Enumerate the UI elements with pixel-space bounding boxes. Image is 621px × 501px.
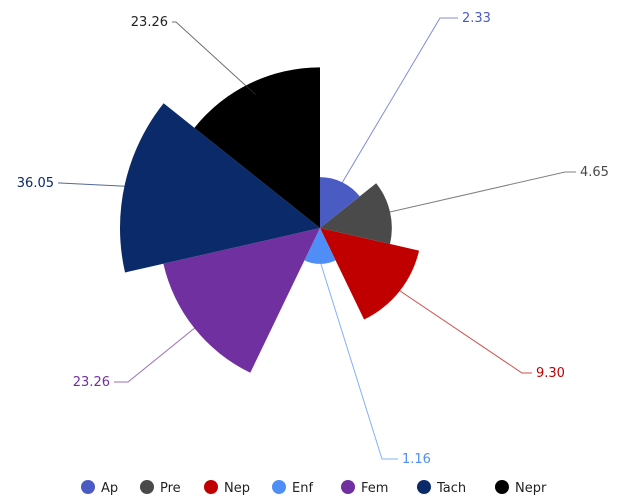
legend-marker-enf[interactable] bbox=[272, 480, 286, 494]
callout-line-nepr bbox=[172, 21, 257, 96]
legend-label-tach[interactable]: Tach bbox=[436, 481, 466, 496]
slice-ap[interactable] bbox=[320, 177, 360, 228]
data-label-tach: 36.05 bbox=[17, 176, 54, 191]
data-label-fem: 23.26 bbox=[73, 375, 110, 390]
legend-label-ap[interactable]: Ap bbox=[101, 481, 118, 496]
legend-marker-fem[interactable] bbox=[341, 480, 355, 494]
slice-fem[interactable] bbox=[163, 228, 320, 373]
data-label-nep: 9.30 bbox=[536, 366, 565, 381]
slice-nepr[interactable] bbox=[194, 67, 320, 228]
callout-line-pre bbox=[384, 171, 576, 214]
data-label-nepr: 23.26 bbox=[131, 15, 168, 30]
data-label-enf: 1.16 bbox=[402, 452, 431, 467]
data-label-pre: 4.65 bbox=[580, 165, 609, 180]
slice-nep[interactable] bbox=[320, 228, 420, 320]
legend-marker-nepr[interactable] bbox=[495, 480, 509, 494]
legend-marker-ap[interactable] bbox=[81, 480, 95, 494]
legend: Ap Pre Nep Enf Fem Tach Nepr bbox=[81, 480, 547, 496]
data-label-ap: 2.33 bbox=[462, 11, 491, 26]
legend-label-enf[interactable]: Enf bbox=[292, 481, 313, 496]
callout-line-enf bbox=[319, 260, 398, 460]
slice-enf[interactable] bbox=[304, 228, 336, 264]
slice-pre[interactable] bbox=[320, 183, 392, 244]
slices-group bbox=[120, 67, 420, 373]
legend-label-pre[interactable]: Pre bbox=[160, 481, 181, 496]
callout-line-fem bbox=[114, 319, 205, 383]
legend-marker-tach[interactable] bbox=[417, 480, 431, 494]
callouts-group: 2.33 4.65 9.30 1.16 23.26 36.05 23.26 bbox=[17, 11, 609, 467]
callout-line-nep bbox=[392, 285, 532, 374]
legend-label-nep[interactable]: Nep bbox=[224, 481, 250, 496]
legend-marker-nep[interactable] bbox=[204, 480, 218, 494]
legend-label-fem[interactable]: Fem bbox=[361, 481, 388, 496]
legend-marker-pre[interactable] bbox=[140, 480, 154, 494]
slice-tach[interactable] bbox=[120, 103, 320, 273]
legend-label-nepr[interactable]: Nepr bbox=[515, 481, 547, 496]
callout-line-ap bbox=[339, 17, 458, 187]
callout-line-tach bbox=[58, 182, 141, 188]
